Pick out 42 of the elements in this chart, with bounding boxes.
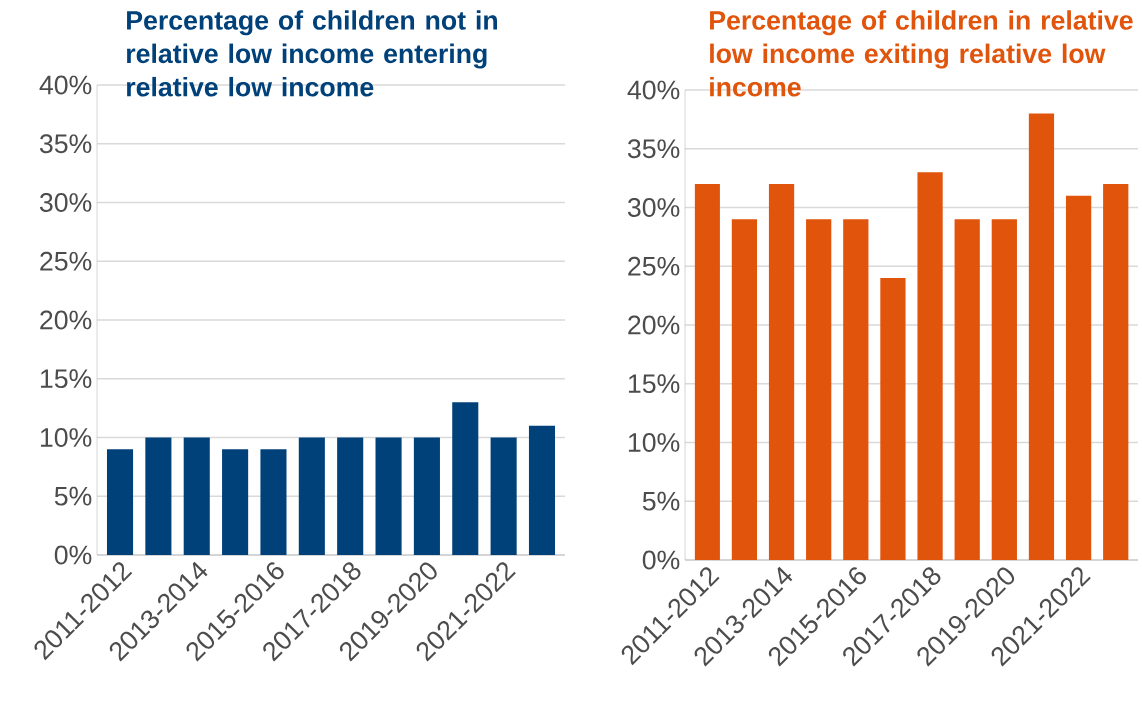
bar: [490, 437, 517, 555]
y-tick-label: 40%: [627, 80, 680, 100]
y-tick-label: 10%: [628, 433, 680, 452]
bar: [183, 437, 210, 555]
bar: [806, 219, 832, 560]
y-tick-label: 5%: [642, 491, 680, 511]
y-tick-label: 35%: [627, 139, 680, 159]
bar: [145, 437, 172, 555]
y-tick-label: 15%: [628, 374, 680, 394]
bar: [768, 183, 795, 560]
chart-title: Percentage of children in relative low income exiting relative low income: [710, 10, 1133, 97]
bar: [106, 449, 134, 555]
y-tick-label: 20%: [40, 310, 92, 330]
bar: [260, 449, 287, 555]
y-tick-label: 20%: [628, 315, 680, 335]
bar: [528, 425, 556, 555]
bar: [375, 437, 402, 555]
bar: [298, 437, 325, 555]
bar: [880, 277, 906, 560]
bar: [1065, 195, 1092, 560]
y-tick-label: 25%: [40, 251, 92, 271]
bar: [222, 449, 249, 555]
y-tick-label: 30%: [39, 193, 92, 212]
y-tick-label: 40%: [39, 75, 92, 95]
bar: [694, 183, 720, 560]
chart-title: Percentage of children not in relative low income entering relative low income: [127, 10, 497, 97]
bar: [843, 219, 869, 560]
y-tick-label: 25%: [628, 256, 680, 276]
bar: [991, 219, 1017, 560]
bar: [1028, 113, 1055, 560]
bar: [954, 219, 980, 560]
bar: [452, 402, 479, 555]
bar: [917, 172, 943, 560]
bar: [337, 437, 364, 555]
y-tick-label: 5%: [54, 486, 92, 506]
bar: [1103, 183, 1129, 560]
y-tick-label: 35%: [39, 134, 92, 154]
bar: [731, 219, 758, 560]
y-tick-label: 30%: [627, 198, 680, 217]
bar: [413, 437, 440, 555]
y-tick-label: 10%: [40, 428, 92, 447]
y-tick-label: 15%: [40, 369, 92, 389]
